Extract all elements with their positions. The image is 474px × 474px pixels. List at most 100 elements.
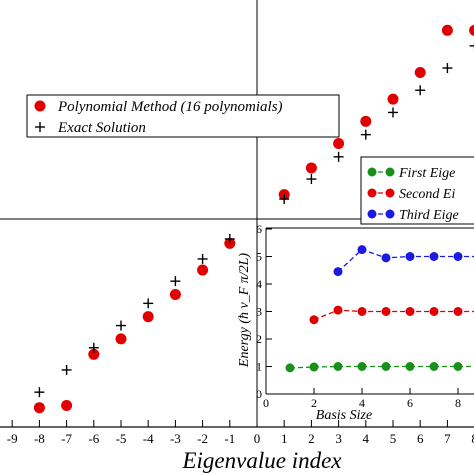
main-x-tick-label: 2 [308,431,315,446]
inset-y-tick-label: 1 [256,360,262,374]
inset-x-tick-label: 2 [311,396,317,410]
polynomial-point [61,399,73,411]
inset-legend-label: Third Eige [399,208,459,223]
inset-y-axis-label: Energy (ħ v_F π/2L) [237,253,252,369]
exact-point [360,129,371,140]
inset-series-point [333,362,343,371]
inset-y-tick-label: 4 [256,277,262,291]
legend-label-exact: Exact Solution [57,120,146,136]
inset-series-point [309,315,319,325]
inset-series-point [309,362,319,372]
inset-series-point [453,307,463,316]
exact-point [333,151,344,162]
main-x-tick-label: 8 [471,431,474,446]
polynomial-point [333,138,345,150]
inset-series-point [381,307,391,316]
inset-legend-marker [385,209,395,219]
inset-series-point [333,305,343,315]
polynomial-point [360,115,372,127]
inset-legend-box [360,156,474,225]
inset-legend-marker [385,188,395,198]
main-legend: Polynomial Method (16 polynomials) Exact… [26,94,340,138]
inset-series-point [429,252,439,261]
main-x-tick-label: 5 [390,431,397,446]
main-x-tick-label: 4 [363,431,370,446]
inset-y-tick-label: 6 [256,222,262,236]
exact-point [197,253,208,264]
inset-y-tick-label: 5 [256,250,262,264]
polynomial-point [441,24,453,36]
inset-y-tick-label: 2 [256,332,262,346]
inset-legend-marker [367,188,377,198]
inset-y-tick-label: 0 [256,387,262,401]
inset-legend-label: Second Ei [399,187,455,202]
inset-series-point [453,252,463,261]
polynomial-point [387,93,399,105]
polynomial-point [115,333,127,345]
exact-point [61,364,72,375]
inset-legend-label: First Eige [398,166,455,181]
main-x-tick-label: -9 [7,431,18,446]
inset-legend-marker [385,167,395,177]
main-x-tick-label: 1 [281,431,288,446]
inset-y-tick-label: 3 [256,305,262,319]
polynomial-point [88,348,100,360]
inset-series-point [405,252,415,261]
main-x-tick-label: -6 [88,431,99,446]
inset-series-point [429,307,439,316]
legend-marker-polynomial [34,100,46,112]
inset-series-point [453,362,463,371]
main-x-tick-label: 6 [417,431,424,446]
main-x-tick-label: -4 [143,431,154,446]
exact-point [415,85,426,96]
exact-point [88,342,99,353]
exact-point [279,194,290,205]
main-x-ticks: -9 -8 -7 -6 -5 -4 -3 -2 -1 0 1 2 3 4 5 6 7 8 [7,420,474,446]
inset-chart: 0 1 2 3 4 5 6 0 2 4 6 8 Basis Size Energy (ħ v_F π… [237,222,474,423]
main-x-tick-label: -5 [116,431,127,446]
exact-point [116,320,126,331]
inset-series-point [405,362,415,371]
inset-legend: First Eige Second Ei Third Eige [360,156,474,225]
exact-point [34,387,45,398]
exact-point [442,63,453,74]
main-x-tick-label: -1 [224,431,235,446]
exact-point [170,276,181,287]
inset-x-tick-label: 8 [455,396,461,410]
main-x-tick-label: -7 [61,431,72,446]
inset-y-ticks: 0 1 2 3 4 5 6 [256,222,272,401]
main-x-tick-label: 0 [254,431,261,446]
inset-x-tick-label: 6 [407,396,413,410]
exact-point [469,40,474,51]
exact-point [143,298,154,309]
polynomial-point [305,162,317,174]
polynomial-point [197,264,209,276]
inset-x-ticks: 0 2 4 6 8 [263,388,461,410]
main-x-tick-label: 7 [444,431,451,446]
inset-legend-items: First Eige Second Ei Third Eige [367,166,459,223]
main-legend-box [26,94,340,138]
exact-point [306,174,317,185]
inset-legend-marker [367,209,377,219]
inset-background [266,228,474,400]
inset-x-axis-label: Basis Size [316,408,372,423]
inset-series [285,245,474,373]
inset-x-tick-label: 0 [263,396,269,410]
inset-series-point [381,253,391,263]
inset-series-point [357,307,367,316]
inset-series-point [429,362,439,371]
main-data-points [33,24,474,414]
exact-point [388,107,398,118]
inset-x-tick-label: 4 [359,396,365,410]
legend-label-polynomial: Polynomial Method (16 polynomials) [57,99,283,115]
inset-series-point [357,362,367,371]
inset-series-point [333,267,343,277]
inset-series-point [285,363,295,373]
polynomial-point [33,402,45,414]
main-x-axis-label: Eigenvalue index [181,448,342,473]
inset-series-point [405,307,415,316]
exact-point [224,233,235,244]
inset-legend-marker [367,167,377,177]
inset-series-point [381,362,391,371]
